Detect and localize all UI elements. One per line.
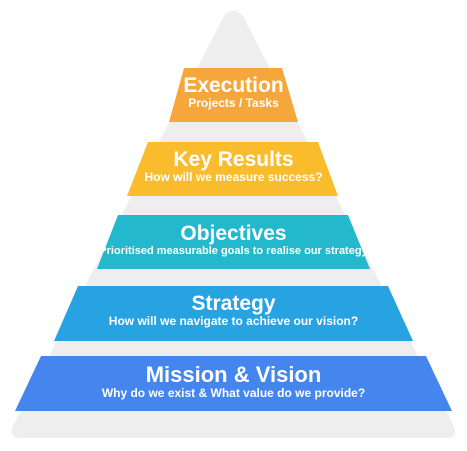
tier-execution-band [169, 68, 298, 122]
tier-objectives-band [97, 215, 370, 269]
tier-key-results-title: Key Results [173, 148, 294, 171]
tier-key-results: Key Results How will we measure success? [0, 148, 467, 185]
tier-mission-vision-title: Mission & Vision [145, 362, 322, 387]
tier-key-results-band [127, 142, 338, 196]
tier-execution-title: Execution [183, 74, 284, 97]
tier-mission-vision-band [15, 356, 452, 411]
tier-strategy-subtitle: How will we navigate to achieve our visi… [108, 314, 359, 329]
tier-strategy-band [54, 286, 413, 341]
tier-execution-subtitle: Projects / Tasks [188, 96, 279, 111]
tier-key-results-subtitle: How will we measure success? [144, 170, 323, 185]
tier-strategy: Strategy How will we navigate to achieve… [0, 292, 467, 329]
tier-objectives-subtitle: Prioritised measurable goals to realise … [99, 245, 368, 258]
tier-objectives-title: Objectives [180, 222, 287, 245]
tier-objectives: Objectives Prioritised measurable goals … [0, 222, 467, 258]
tier-mission-vision: Mission & Vision Why do we exist & What … [0, 362, 467, 401]
tier-execution: Execution Projects / Tasks [0, 74, 467, 111]
tier-strategy-title: Strategy [191, 292, 276, 315]
tier-mission-vision-subtitle: Why do we exist & What value do we provi… [101, 386, 366, 401]
